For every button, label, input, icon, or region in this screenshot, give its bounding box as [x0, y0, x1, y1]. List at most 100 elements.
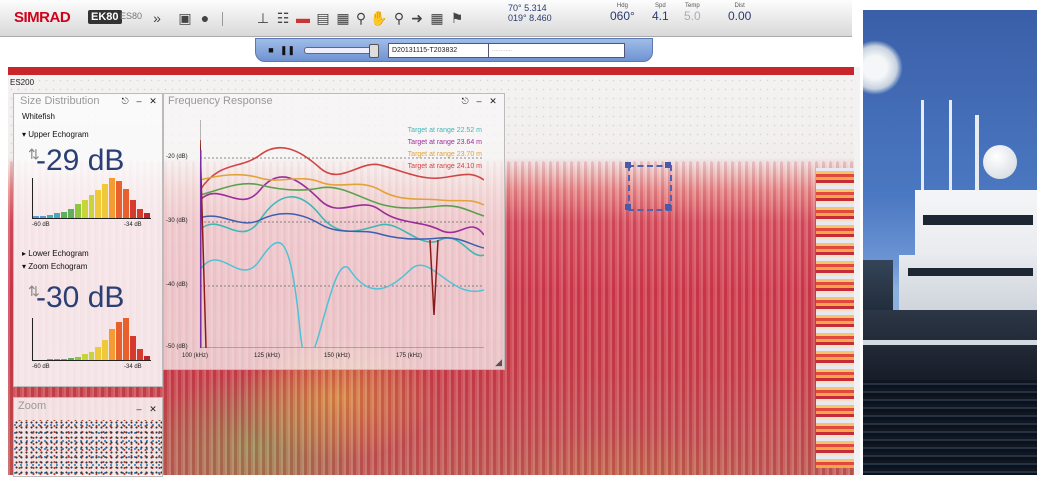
close-button[interactable]: ✕ — [489, 96, 497, 106]
close-button[interactable]: ✕ — [149, 404, 157, 414]
minimize-button[interactable]: – — [476, 96, 482, 106]
histogram-bar — [67, 208, 74, 218]
product-logo: EK80 — [88, 10, 122, 24]
ping-progress-field[interactable]: ............ — [488, 43, 625, 58]
size-distribution-panel: Size Distribution ⎋ – ✕ Whitefish ▾ Uppe… — [13, 93, 163, 387]
histogram-bar — [144, 213, 150, 218]
table-icon[interactable]: ▦ — [430, 9, 444, 26]
upper-echogram-toggle[interactable]: ▾ Upper Echogram — [22, 130, 89, 139]
mast — [975, 115, 979, 195]
frequency-response-plot — [200, 120, 484, 348]
lower-echogram-toggle[interactable]: ▸ Lower Echogram — [22, 249, 89, 258]
histogram-bar — [130, 335, 137, 360]
temperature-value: 5.0 — [684, 9, 701, 23]
stop-button[interactable]: ■ — [268, 45, 274, 55]
zoom-ts-value: -30 dB — [36, 281, 125, 314]
cloud — [863, 40, 903, 95]
response-curve-green — [200, 182, 484, 217]
distance-label: Dist — [734, 3, 745, 9]
histogram-bar — [74, 356, 81, 360]
harbor-water — [863, 380, 1037, 475]
pin-icon[interactable]: ⎋ — [121, 96, 129, 106]
species-label: Whitefish — [22, 112, 55, 121]
playback-speed-slider[interactable] — [304, 44, 379, 58]
temperature-readout: Temp 5.0 — [684, 3, 701, 23]
pin-icon[interactable]: ⎋ — [461, 96, 469, 106]
brand-logo: SIMRAD — [14, 9, 71, 26]
upper-ts-value: -29 dB — [36, 144, 125, 177]
histogram-bar — [95, 190, 102, 218]
minimize-button[interactable]: – — [136, 404, 142, 414]
temperature-label: Temp — [685, 3, 700, 9]
zoom-echogram[interactable] — [14, 420, 162, 476]
frequency-response-panel: Frequency Response ⎋ – ✕ Target at range… — [163, 93, 505, 370]
y-tick-label: -30 (dB) — [166, 218, 188, 224]
response-curve-blue — [200, 212, 484, 249]
histogram-bar — [46, 358, 53, 360]
echogram-header-bar — [8, 67, 854, 75]
speed-value: 4.1 — [652, 9, 669, 23]
selection-handle[interactable] — [665, 204, 671, 210]
selection-handle[interactable] — [625, 204, 631, 210]
frequency-response-title: Frequency Response — [168, 95, 273, 107]
ruler-icon[interactable]: ▬ — [296, 10, 310, 26]
playback-bar: ■ ❚❚ D20131115-T203832 ............ — [255, 38, 653, 62]
camera-icon[interactable]: ▣ — [178, 9, 192, 26]
research-vessel-photo — [863, 10, 1037, 475]
heading-readout: Hdg 060° — [610, 3, 635, 23]
zoom-out-icon[interactable]: ⚲ — [393, 9, 405, 26]
histogram-bar — [60, 211, 67, 218]
histogram-bar — [74, 204, 81, 218]
upper-histogram — [32, 178, 151, 219]
zoom-panel: Zoom – ✕ — [13, 397, 163, 477]
histogram-bar — [95, 346, 102, 360]
histogram-bar — [46, 214, 53, 218]
selection-handle[interactable] — [625, 162, 631, 168]
zoom-echogram-toggle[interactable]: ▾ Zoom Echogram — [22, 262, 88, 271]
minimize-button[interactable]: – — [136, 96, 142, 106]
zoom-histogram — [32, 318, 151, 361]
slider-knob[interactable] — [369, 44, 379, 58]
histogram-bar — [102, 184, 109, 218]
histogram-bar — [81, 354, 88, 360]
histogram-bar — [109, 329, 116, 360]
histogram-bar — [88, 352, 95, 360]
ship-hull — [863, 310, 1037, 390]
histogram-bar — [39, 216, 46, 218]
upper-echogram-label: Upper Echogram — [28, 130, 89, 139]
mast — [921, 100, 924, 195]
arrow-up-down-icon: ⇅ — [28, 283, 40, 299]
y-tick-label: -20 (dB) — [166, 154, 188, 160]
histogram-bar — [144, 355, 150, 360]
file-name-field[interactable]: D20131115-T203832 — [388, 43, 489, 58]
grid-icon[interactable]: ▦ — [336, 9, 350, 26]
histogram-bar — [33, 216, 39, 218]
close-button[interactable]: ✕ — [149, 96, 157, 106]
distance-value: 0.00 — [728, 9, 752, 23]
selection-handle[interactable] — [665, 162, 671, 168]
hull-stripe — [863, 340, 1037, 345]
longitude-value: 019° 8.460 — [508, 13, 552, 23]
x-tick-label: 100 (kHz) — [182, 353, 209, 359]
response-curve-teal — [200, 196, 484, 257]
pointer-icon[interactable]: ➜ — [411, 9, 423, 26]
histogram-bar — [137, 208, 144, 218]
toolbar-divider — [222, 12, 223, 26]
pause-button[interactable]: ❚❚ — [280, 45, 296, 55]
zoom-in-icon[interactable]: ⚲ — [355, 9, 367, 26]
response-curve-cyan — [200, 241, 484, 348]
size-distribution-title: Size Distribution — [20, 95, 100, 107]
record-icon[interactable]: ● — [200, 10, 210, 26]
response-curve-orange — [200, 173, 484, 206]
selection-rectangle[interactable] — [628, 165, 672, 211]
chevron-double-down-icon[interactable]: » — [153, 10, 161, 26]
flag-icon[interactable]: ⚑ — [450, 9, 464, 26]
layers-icon[interactable]: ☷ — [276, 9, 290, 26]
histogram-icon[interactable]: ▤ — [316, 9, 330, 26]
histogram-bar — [123, 188, 130, 218]
histogram-bar — [123, 318, 130, 360]
pan-icon[interactable]: ✋ — [370, 9, 388, 26]
tool-icon[interactable]: ⊥ — [256, 9, 270, 26]
resize-grip-icon[interactable]: ◢ — [495, 357, 502, 367]
latitude-value: 70° 5.314 — [508, 3, 547, 13]
